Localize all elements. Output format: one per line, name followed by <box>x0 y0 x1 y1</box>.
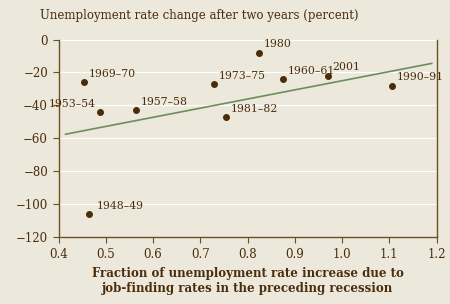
Point <box>86 212 93 216</box>
Text: 1960–61: 1960–61 <box>288 66 335 76</box>
Point <box>81 80 88 85</box>
X-axis label: Fraction of unemployment rate increase due to
job-finding rates in the preceding: Fraction of unemployment rate increase d… <box>91 268 404 295</box>
Text: 1981–82: 1981–82 <box>231 104 279 114</box>
Point <box>133 108 140 113</box>
Point <box>279 77 287 81</box>
Text: 1973–75: 1973–75 <box>219 71 266 81</box>
Text: 1969–70: 1969–70 <box>89 69 136 79</box>
Point <box>96 109 104 114</box>
Text: 1990–91: 1990–91 <box>396 72 443 82</box>
Text: 1957–58: 1957–58 <box>141 97 188 107</box>
Text: 1953–54: 1953–54 <box>48 99 95 109</box>
Point <box>324 73 331 78</box>
Text: 1980: 1980 <box>264 40 292 49</box>
Point <box>256 50 263 55</box>
Point <box>388 83 395 88</box>
Text: Unemployment rate change after two years (percent): Unemployment rate change after two years… <box>40 9 359 22</box>
Text: 1948–49: 1948–49 <box>96 201 143 211</box>
Point <box>211 81 218 86</box>
Point <box>223 115 230 119</box>
Text: 2001: 2001 <box>333 62 360 72</box>
